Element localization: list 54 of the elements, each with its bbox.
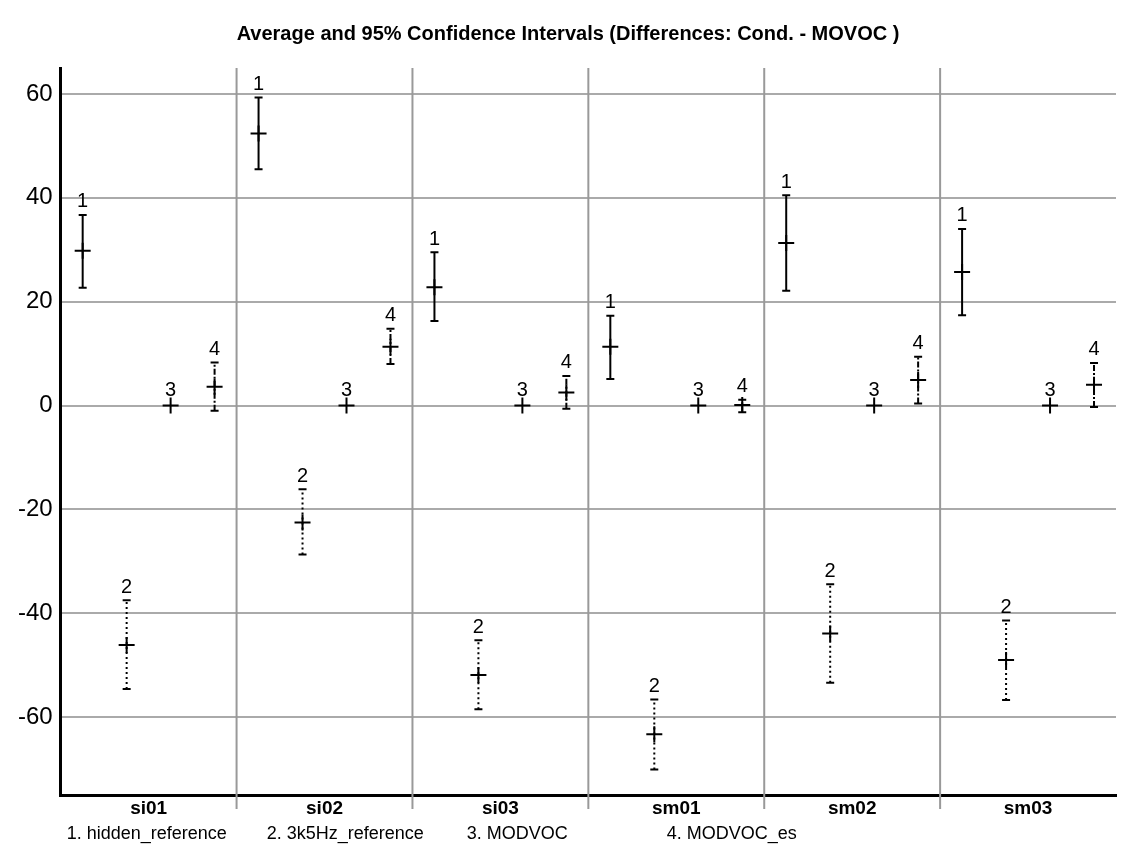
text: 4: [384, 303, 397, 326]
point: [997, 650, 1016, 669]
text: si01: [130, 796, 168, 818]
text: 4: [209, 336, 221, 359]
text: 1: [428, 226, 441, 249]
y-tick-label: 40: [25, 182, 53, 210]
y-tick-label: 60: [25, 78, 53, 106]
text: sm01: [651, 796, 702, 818]
series-label: 3: [692, 378, 704, 401]
text: 4. MODVOC_es: [666, 822, 797, 844]
text: 1. hidden_reference: [66, 822, 227, 844]
text: 1: [956, 203, 968, 226]
text: 3: [340, 378, 353, 401]
series-label: 4: [736, 374, 748, 397]
text: 3: [516, 378, 528, 401]
text: sm02: [827, 796, 877, 818]
point: [381, 337, 400, 356]
point: [161, 396, 180, 415]
text: 1: [253, 72, 265, 95]
text: 2. 3k5Hz_reference: [266, 822, 424, 844]
point: [469, 666, 488, 685]
point: [645, 725, 664, 744]
text: 2: [824, 558, 836, 581]
text: si03: [481, 796, 519, 818]
point: [1041, 396, 1060, 415]
y-tick-label: 20: [25, 286, 53, 314]
point: [205, 377, 224, 396]
y-tick-label: -20: [18, 494, 53, 522]
text: 4: [560, 350, 572, 373]
y-tick-label: -60: [18, 701, 53, 729]
text: 3: [165, 378, 177, 401]
text: 3. MODVOC: [466, 822, 568, 843]
point: [513, 396, 532, 415]
text: si02: [306, 796, 344, 818]
text: 4: [912, 331, 924, 354]
point: [557, 383, 576, 402]
y-tick-label: -40: [18, 597, 53, 625]
series-label: 2: [296, 463, 309, 486]
point: [337, 396, 356, 415]
text: 1: [77, 189, 89, 212]
text: 3: [1044, 378, 1056, 401]
point: [865, 396, 884, 415]
y-tick-label: 0: [39, 390, 53, 418]
point: [689, 396, 708, 415]
text: 2: [472, 614, 484, 637]
text: 4: [1088, 337, 1100, 360]
text: 3: [868, 378, 880, 401]
text: 2: [121, 574, 133, 597]
text: 2: [1000, 595, 1012, 618]
text: 1: [780, 169, 792, 192]
text: 2: [648, 673, 660, 696]
chart-title: Average and 95% Confidence Intervals (Differences: Cond. - MOVOC ): [236, 21, 900, 44]
text: sm03: [1003, 796, 1053, 818]
series-label: 1: [604, 290, 616, 313]
